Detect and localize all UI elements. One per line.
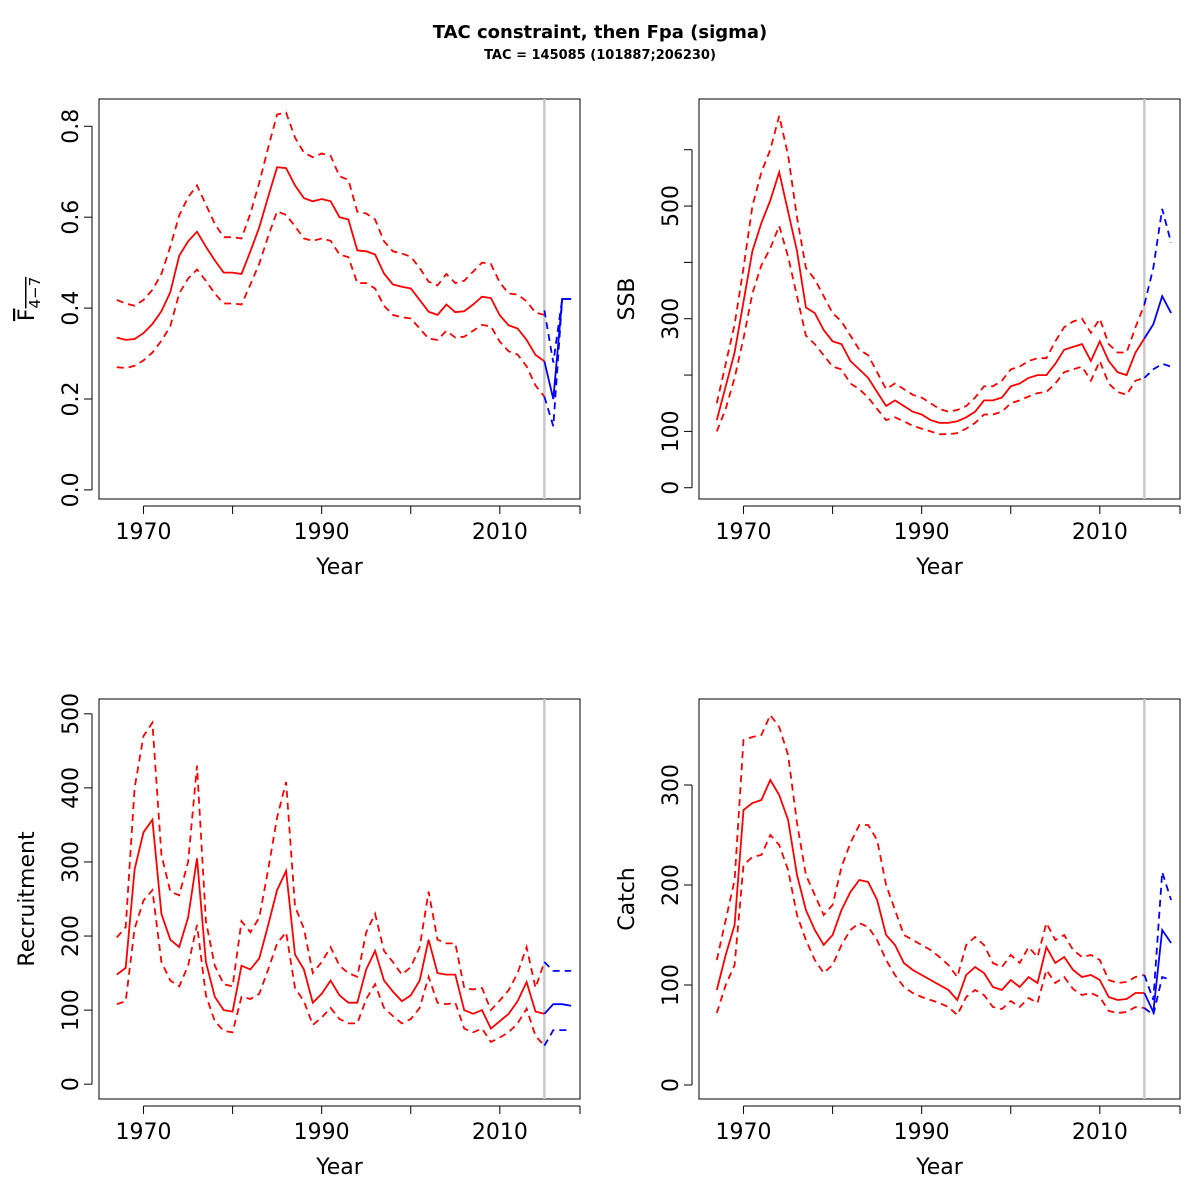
y-tick-label: 300: [659, 298, 684, 340]
x-tick-label: 1990: [294, 520, 350, 545]
x-tick-label: 1990: [894, 1120, 950, 1145]
y-tick-label: 0.4: [59, 291, 84, 326]
forecast-estimate-line: [543, 1003, 572, 1015]
forecast-upper-line: [543, 961, 572, 972]
historical-upper-line: [116, 720, 546, 1012]
y-tick-label: 0: [659, 1078, 684, 1092]
x-axis-label: Year: [315, 1155, 364, 1180]
x-axis-label: Year: [915, 1155, 964, 1180]
x-tick-label: 1970: [116, 1120, 172, 1145]
panel-recruitment: 1970 1990 2010 Year 0 100 200 300 400 500 Recruitm…: [15, 693, 581, 1180]
x-tick-label: 1990: [894, 520, 950, 545]
y-tick-label: 0.2: [59, 382, 84, 417]
historical-estimate-line: [715, 168, 1146, 424]
x-tick-label: 2010: [472, 520, 528, 545]
y-tick-label: 0.6: [59, 200, 84, 235]
forecast-lower-line: [543, 1029, 572, 1047]
y-tick-label: 500: [659, 185, 684, 227]
historical-upper-line: [116, 111, 545, 316]
y-tick-label: 100: [659, 410, 684, 452]
panel-f: 1970 1990 2010 Year 0.0 0.2 0.4 0.6 0.8 F4−7: [15, 98, 581, 580]
historical-lower-line: [116, 210, 546, 398]
historical-upper-line: [715, 713, 1145, 984]
x-tick-label: 1970: [716, 520, 772, 545]
panel-ssb: 1970 1990 2010 Year 0 100 300 500 SSB: [615, 98, 1181, 580]
historical-upper-line: [715, 115, 1146, 413]
historical-estimate-line: [116, 817, 545, 1031]
y-axis-label-subscript: 4−7: [26, 277, 44, 309]
y-tick-label: 400: [59, 767, 84, 809]
forecast-estimate-line: [1143, 927, 1172, 1016]
y-axis-label: F4−7: [15, 277, 44, 321]
plot-frame: [98, 698, 581, 1100]
x-axis-label: Year: [315, 555, 364, 580]
x-tick-label: 2010: [1072, 520, 1128, 545]
y-axis-label: Recruitment: [15, 831, 40, 967]
plot-frame: [698, 98, 1181, 500]
x-tick-label: 2010: [472, 1120, 528, 1145]
y-axis-label: Catch: [615, 867, 640, 931]
y-tick-label: 200: [59, 915, 84, 957]
y-tick-label: 100: [659, 964, 684, 1006]
panel-catch: 1970 1990 2010 Year 0 100 200 300 Catch: [615, 698, 1181, 1180]
y-tick-label: 300: [59, 841, 84, 883]
x-tick-label: 1990: [294, 1120, 350, 1145]
y-tick-label: 100: [59, 989, 84, 1031]
forecast-lower-line: [543, 298, 572, 427]
historical-lower-line: [715, 223, 1145, 436]
y-tick-label: 300: [659, 764, 684, 806]
y-tick-label: 0: [659, 481, 684, 495]
figure-title: TAC constraint, then Fpa (sigma): [432, 22, 768, 43]
figure-subtitle: TAC = 145085 (101887;206230): [484, 48, 716, 63]
forecast-estimate-line: [543, 298, 572, 400]
plot-frame: [98, 98, 581, 500]
historical-estimate-line: [116, 166, 545, 363]
x-tick-label: 1970: [116, 520, 172, 545]
forecast-lower-line: [1143, 362, 1172, 379]
forecast-upper-line: [1143, 208, 1172, 305]
y-axis-label: SSB: [615, 277, 640, 320]
historical-lower-line: [116, 887, 546, 1047]
historical-estimate-line: [715, 778, 1145, 1002]
x-axis-label: Year: [915, 555, 964, 580]
y-tick-label: 0.8: [59, 109, 84, 144]
forecast-lower-line: [1143, 975, 1172, 1017]
historical-lower-line: [715, 833, 1145, 1017]
y-tick-label: 0.0: [59, 472, 84, 507]
plot-frame: [698, 698, 1181, 1100]
x-tick-label: 1970: [716, 1120, 772, 1145]
y-tick-label: 500: [59, 693, 84, 735]
forecast-estimate-line: [1143, 293, 1172, 339]
x-tick-label: 2010: [1072, 1120, 1128, 1145]
y-tick-label: 200: [659, 864, 684, 906]
y-tick-label: 0: [59, 1077, 84, 1091]
forecast-upper-line: [1143, 871, 1172, 1001]
